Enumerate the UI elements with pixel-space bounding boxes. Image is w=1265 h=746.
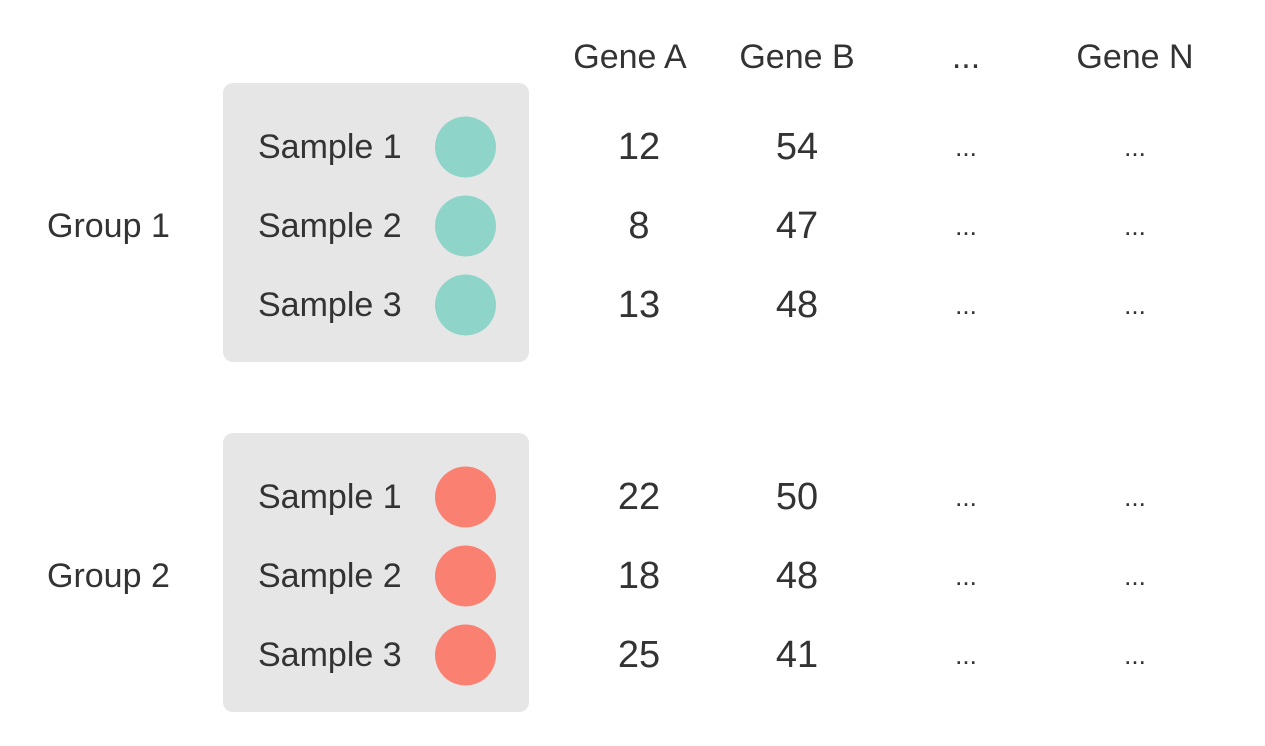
- sample-label: Sample 3: [258, 636, 402, 674]
- table-cell: 48: [775, 284, 819, 326]
- table-cell: 8: [628, 205, 650, 247]
- table-cell: ...: [1124, 211, 1146, 241]
- column-header-ellipsis: ...: [951, 38, 981, 76]
- table-cell: 47: [775, 205, 819, 247]
- table-cell: ...: [1124, 290, 1146, 320]
- table-cell: ...: [1124, 561, 1146, 591]
- table-cell: 25: [617, 634, 661, 676]
- table-cell: ...: [955, 132, 977, 162]
- table-cell: ...: [955, 561, 977, 591]
- group-color-dot: [435, 545, 496, 607]
- group-color-dot: [435, 466, 496, 528]
- group-label: Group 1: [47, 207, 170, 245]
- column-header-gene-b: Gene B: [739, 38, 855, 76]
- table-cell: 18: [617, 555, 661, 597]
- table-cell: ...: [1124, 640, 1146, 670]
- group-color-dot: [435, 195, 496, 257]
- sample-label: Sample 3: [258, 286, 402, 324]
- group-color-dot: [435, 624, 496, 686]
- sample-label: Sample 1: [258, 478, 402, 516]
- table-cell: 13: [617, 284, 661, 326]
- sample-label: Sample 2: [258, 557, 402, 595]
- column-header-gene-a: Gene A: [573, 38, 687, 76]
- column-header-gene-n: Gene N: [1076, 38, 1194, 76]
- table-cell: ...: [1124, 132, 1146, 162]
- table-cell: ...: [955, 211, 977, 241]
- sample-label: Sample 1: [258, 128, 402, 166]
- group-color-dot: [435, 274, 496, 336]
- table-cell: 41: [775, 634, 819, 676]
- table-cell: 54: [775, 126, 819, 168]
- table-cell: 12: [617, 126, 661, 168]
- table-cell: ...: [955, 640, 977, 670]
- table-cell: 48: [775, 555, 819, 597]
- sample-label: Sample 2: [258, 207, 402, 245]
- table-cell: 50: [775, 476, 819, 518]
- table-cell: ...: [955, 482, 977, 512]
- group-label: Group 2: [47, 557, 170, 595]
- group-color-dot: [435, 116, 496, 178]
- table-cell: ...: [955, 290, 977, 320]
- table-cell: ...: [1124, 482, 1146, 512]
- table-cell: 22: [617, 476, 661, 518]
